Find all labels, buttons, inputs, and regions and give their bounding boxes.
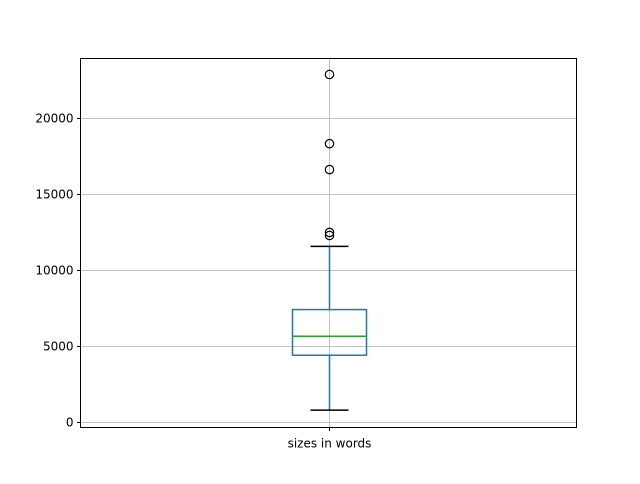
y-tick-label: 20000 [35, 112, 73, 126]
outlier-point [324, 69, 335, 80]
plot-marks [291, 69, 368, 411]
y-tick-label: 15000 [35, 188, 73, 202]
y-tick-label: 0 [66, 416, 74, 430]
y-tick-label: 10000 [35, 264, 73, 278]
x-tick-label: sizes in words [288, 437, 372, 451]
axis-ticks: 0 5000 10000 15000 20000 sizes in words [35, 112, 371, 451]
outlier-point [324, 164, 335, 175]
outlier-point [324, 230, 335, 241]
y-tick-label: 5000 [43, 340, 74, 354]
outlier-point [324, 227, 335, 238]
axes-frame [80, 58, 577, 428]
outlier-point [324, 138, 335, 149]
box [291, 308, 368, 356]
grid [80, 58, 577, 428]
